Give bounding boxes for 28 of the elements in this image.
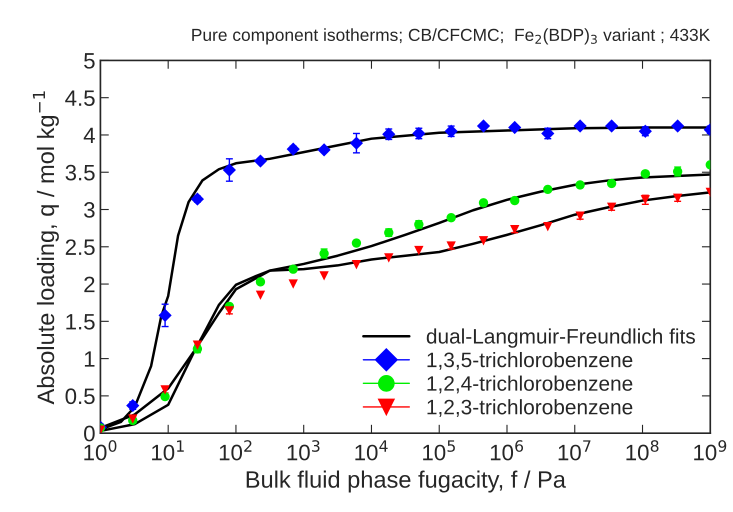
y-tick-label: 1 (84, 351, 94, 367)
legend-label: 1,2,4-trichlorobenzene (428, 376, 632, 394)
x-tick-label: 10$^{0}$ (84, 440, 116, 460)
y-tick-label: 1.5 (66, 314, 95, 330)
x-tick-label: 10$^{5}$ (423, 440, 455, 460)
legend-label: dual-Langmuir-Freundlich fits (426, 328, 695, 348)
x-axis-title: Bulk fluid phase fugacity, f / Pa (246, 470, 566, 493)
y-tick-label: 5 (84, 53, 95, 69)
y-tick-label: 2 (84, 276, 94, 292)
y-tick-label: 0.5 (66, 388, 95, 404)
x-tick-label: 10$^{1}$ (152, 440, 184, 460)
x-tick-label: 10$^{3}$ (288, 440, 320, 460)
x-tick-label: 10$^{4}$ (355, 440, 388, 460)
y-axis-title: Absolute loading, q / mol kg$^{−1}$ (32, 91, 59, 404)
y-tick-label: 4.5 (65, 90, 95, 106)
y-tick-label: 2.5 (66, 239, 95, 256)
legend-label: 1,3,5-trichlorobenzene (428, 352, 632, 370)
x-tick-label: 10$^{2}$ (220, 440, 252, 460)
y-tick-label: 3 (84, 202, 95, 218)
y-tick-label: 4 (84, 128, 95, 144)
x-tick-label: 10$^{6}$ (490, 440, 524, 460)
x-tick-label: 10$^{9}$ (694, 440, 726, 460)
y-tick-label: 3.5 (66, 164, 95, 181)
x-tick-label: 10$^{8}$ (626, 440, 658, 460)
chart-title: Pure component isotherms; CB/CFCMC; Fe$_{2}$(BDP)$_{3}$ variant ; 433K (192, 28, 710, 44)
x-tick-label: 10$^{7}$ (558, 440, 590, 460)
legend-label: 1,2,3-trichlorobenzene (428, 399, 632, 417)
y-tick-label: 0 (84, 426, 95, 442)
